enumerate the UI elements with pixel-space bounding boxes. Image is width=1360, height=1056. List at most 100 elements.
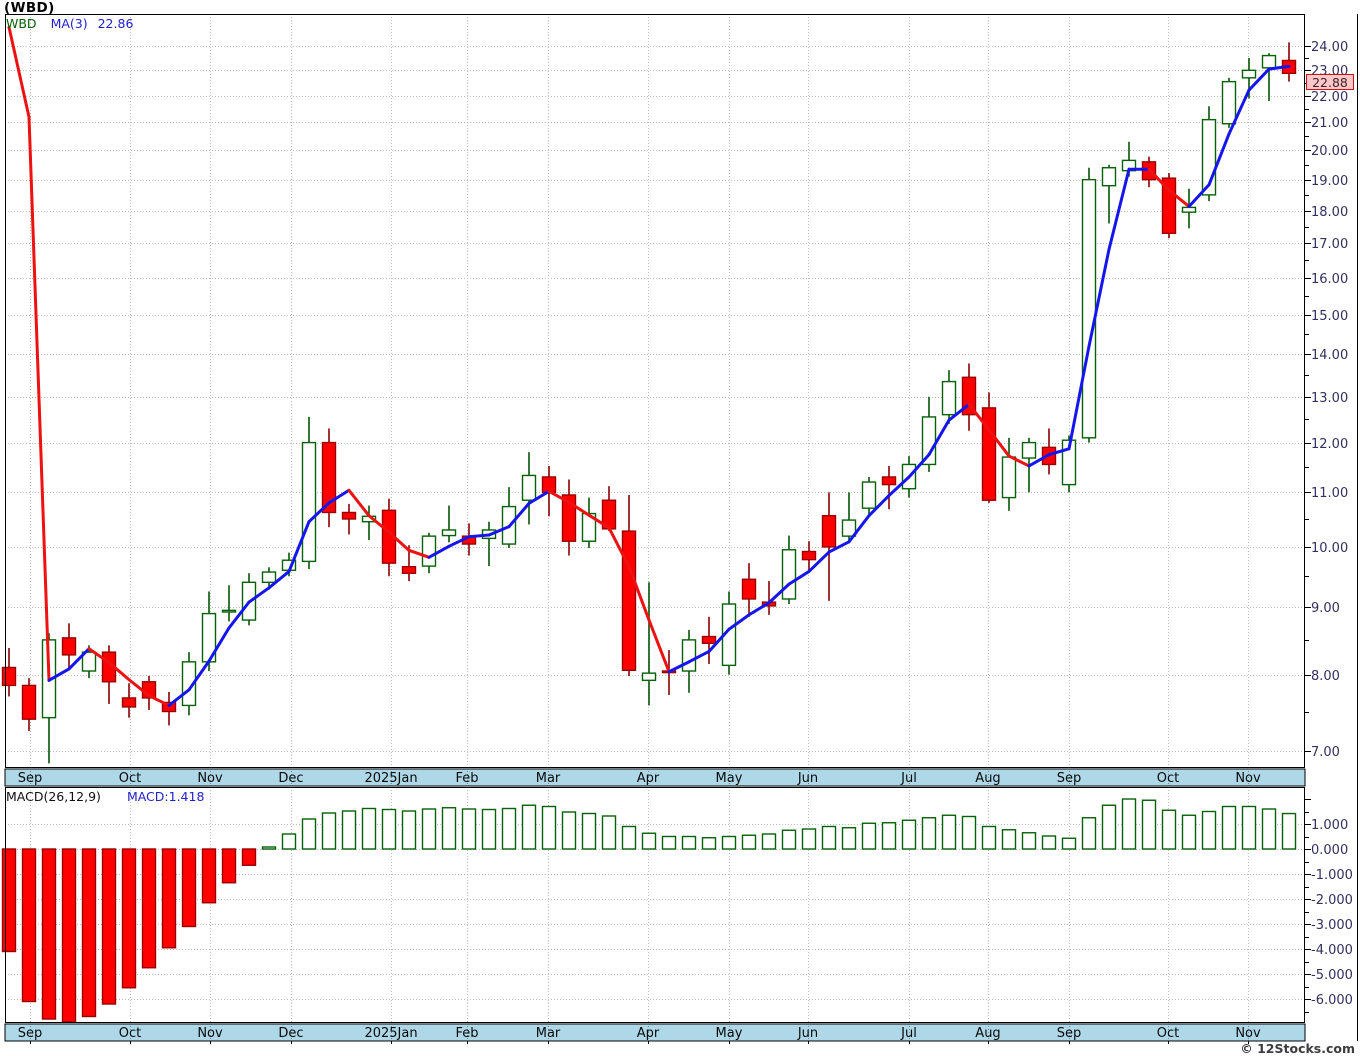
ma-line-segment [927,418,951,457]
macd-pane-border [5,787,1305,1023]
ma-line-segment [847,514,871,544]
month-label: Oct [1157,771,1179,786]
ma-line-segment [287,520,311,573]
ma-line-segment [1087,247,1111,348]
candle [1241,69,1257,79]
price-axis-label: 9.00 [1311,601,1340,616]
candle [781,549,797,600]
candle [821,515,837,548]
ma-line-segment [807,550,831,573]
macd-bar [1061,837,1077,850]
macd-bar [681,835,697,850]
month-label: Sep [18,1026,43,1041]
price-axis-label: 24.00 [1311,40,1348,55]
macd-bar [981,825,997,850]
macd-bar [961,815,977,850]
ma-line-segment [827,540,851,554]
macd-bar [1101,804,1117,850]
candle [521,474,537,501]
ma-line-segment [1247,67,1271,92]
month-label: Oct [119,771,141,786]
ma-line-segment [1007,454,1031,468]
month-label: Apr [637,771,660,786]
candle [421,535,437,567]
macd-bar [441,807,457,850]
ma-line-segment [987,428,1011,458]
month-label: Jun [797,1026,818,1041]
month-label: Jul [900,771,917,786]
main-chart-legend: WBD MA(3) 22.86 [6,16,133,31]
macd-bar [381,808,397,850]
macd-bar [401,810,417,850]
ma-line-segment [687,649,711,664]
month-label: Oct [119,1026,141,1041]
ma-line-segment [1047,447,1071,457]
ma-line-segment [887,475,911,497]
ma-line-segment [527,489,551,505]
macd-bar [941,814,957,850]
month-band-top [4,768,1306,787]
macd-bar [721,835,737,850]
ma-line-segment [487,525,511,537]
macd-bar [1041,835,1057,850]
month-label: Nov [1235,1026,1261,1041]
macd-bar [741,834,757,850]
macd-axis-label: -4.000 [1311,943,1353,958]
price-axis-label: 20.00 [1311,144,1348,159]
ma-line-segment [387,530,411,552]
macd-bar [1181,814,1197,850]
month-band-bottom [4,1023,1306,1042]
ma-line-segment [367,514,391,534]
candle [1001,456,1017,499]
month-label: Mar [536,771,561,786]
candle [1021,441,1037,459]
copyright-watermark: © 12Stocks.com [1240,1041,1355,1056]
macd-bar [81,848,97,1018]
candle [561,494,577,542]
candle [1181,206,1197,213]
macd-bar [881,822,897,850]
ma-line-segment [407,548,431,559]
ma-line-segment [707,627,731,653]
macd-value-label: MACD:1.418 [126,789,205,804]
price-axis-label: 8.00 [1311,669,1340,684]
ma-line-segment [127,678,151,698]
ma-label: MA(3) [50,16,88,31]
month-label: Feb [455,771,478,786]
candle [61,637,77,656]
macd-bar [541,805,557,850]
candle [741,578,757,600]
candle [621,530,637,672]
ma-line-segment [227,600,251,630]
month-label: Sep [1057,771,1082,786]
macd-axis-label: 0.000 [1311,843,1348,858]
ma-line-segment [787,569,811,586]
macd-bar [1001,829,1017,850]
candle [81,651,97,672]
ma-line-segment [767,582,791,605]
macd-bar [621,825,637,850]
candle [801,550,817,561]
candle [121,697,137,708]
candle [441,529,457,537]
ma-line-segment [1267,64,1291,71]
macd-bar [1021,832,1037,850]
macd-bar [1241,805,1257,850]
macd-bar [1,848,17,953]
macd-bar [641,832,657,850]
candle [1261,54,1277,69]
macd-bar [101,848,117,1005]
candle [641,672,657,682]
main-pane-border [5,14,1305,768]
ma-line-segment [907,453,931,479]
month-label: Aug [975,1026,1000,1041]
price-axis-label: 19.00 [1311,174,1348,189]
ma-line-segment [307,501,331,524]
candle [221,609,237,613]
month-label: Dec [278,1026,303,1041]
month-label: Aug [975,771,1000,786]
candle [21,684,37,720]
macd-bar [921,817,937,850]
